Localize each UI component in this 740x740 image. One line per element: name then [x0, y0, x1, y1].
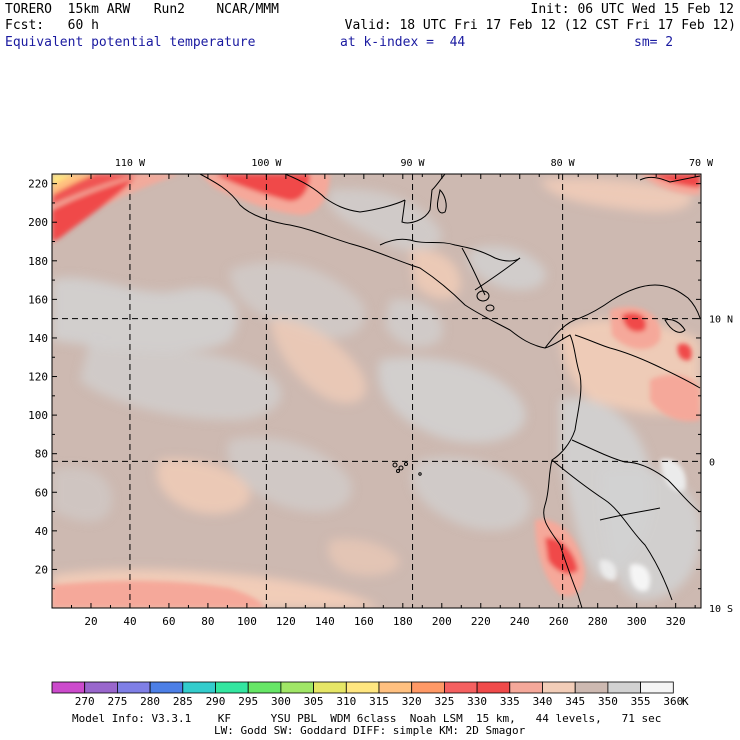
colorbar-swatch	[215, 681, 249, 694]
colorbar-swatch	[84, 681, 118, 694]
colorbar-swatch	[607, 681, 642, 694]
x-tick-label: 240	[510, 615, 530, 628]
y-tick-label: 100	[28, 409, 48, 422]
y-tick-label: 160	[28, 293, 48, 306]
colorbar-unit: K	[682, 695, 689, 708]
x-tick-label: 140	[315, 615, 335, 628]
colorbar-swatch	[345, 681, 380, 694]
colorbar-label: 285	[173, 695, 193, 708]
header-valid-time: Valid: 18 UTC Fri 17 Feb 12 (12 CST Fri …	[344, 18, 736, 33]
colorbar-swatch	[117, 681, 151, 694]
longitude-label: 110 W	[115, 158, 146, 169]
x-tick-label: 80	[201, 615, 214, 628]
colorbar-swatch	[247, 681, 282, 694]
colorbar-swatch	[443, 681, 478, 694]
colorbar-swatch	[640, 681, 674, 694]
longitude-label: 70 W	[689, 158, 714, 169]
colorbar: 270 275 280 285 290 295 300 305 310 315 320 325 330 3…	[51, 681, 689, 708]
level-info: at k-index = 44	[340, 35, 466, 50]
colorbar-swatch	[574, 681, 609, 694]
colorbar-label: 280	[140, 695, 160, 708]
y-tick-label: 120	[28, 371, 48, 384]
longitude-labels: 110 W 100 W 90 W 80 W 70 W	[115, 158, 714, 169]
y-tick-label: 180	[28, 255, 48, 268]
header-init-time: Init: 06 UTC Wed 15 Feb 12	[530, 2, 735, 17]
shaded-field	[52, 174, 701, 608]
y-tick-label: 80	[35, 448, 48, 461]
longitude-label: 80 W	[551, 158, 576, 169]
colorbar-swatch	[509, 681, 543, 694]
x-tick-label: 320	[666, 615, 686, 628]
colorbar-label: 360	[663, 695, 683, 708]
colorbar-label: 350	[598, 695, 618, 708]
x-tick-label: 200	[432, 615, 452, 628]
longitude-label: 90 W	[401, 158, 426, 169]
lat-lon-grid	[52, 174, 701, 608]
colorbar-swatch	[51, 681, 86, 694]
x-tick-label: 40	[123, 615, 136, 628]
x-tick-label: 220	[471, 615, 491, 628]
colorbar-swatch	[411, 681, 445, 694]
colorbar-label: 335	[500, 695, 520, 708]
x-tick-label: 260	[549, 615, 569, 628]
colorbar-swatch	[476, 681, 511, 694]
colorbar-label: 325	[434, 695, 454, 708]
colorbar-label: 305	[304, 695, 324, 708]
plot-frame	[51, 173, 702, 609]
y-tick-label: 200	[28, 216, 48, 229]
colorbar-swatch	[182, 681, 216, 694]
latitude-label: 0	[709, 457, 715, 468]
footer-model-info: Model Info: V3.3.1 KF YSU PBL WDM 6class…	[72, 712, 662, 725]
colorbar-label: 330	[467, 695, 487, 708]
colorbar-swatch	[149, 681, 184, 694]
x-tick-label: 20	[84, 615, 97, 628]
footer-physics-info: LW: Godd SW: Goddard DIFF: simple KM: 2D…	[214, 724, 526, 737]
x-tick-label: 60	[162, 615, 175, 628]
colorbar-label: 310	[336, 695, 356, 708]
latitude-labels: 10 N 0 10 S	[709, 315, 733, 615]
latitude-label: 10 N	[709, 315, 733, 326]
x-tick-label: 300	[627, 615, 647, 628]
colorbar-label: 355	[631, 695, 651, 708]
colorbar-label: 295	[238, 695, 258, 708]
colorbar-label: 275	[107, 695, 127, 708]
colorbar-swatch	[313, 681, 347, 694]
x-tick-label: 180	[393, 615, 413, 628]
y-tick-label: 40	[35, 525, 48, 538]
y-tick-label: 20	[35, 563, 48, 576]
x-tick-label: 280	[588, 615, 608, 628]
colorbar-label: 290	[206, 695, 226, 708]
colorbar-label: 345	[565, 695, 585, 708]
colorbar-label: 320	[402, 695, 422, 708]
colorbar-label: 315	[369, 695, 389, 708]
y-tick-label: 60	[35, 486, 48, 499]
field-name: Equivalent potential temperature	[5, 35, 256, 50]
latitude-label: 10 S	[709, 604, 733, 615]
y-tick-label: 220	[28, 178, 48, 191]
colorbar-swatch	[542, 681, 576, 694]
coastlines	[199, 174, 701, 608]
y-axis-ticks: 220 200 180 160 140 120 100 80 60 40 20	[28, 178, 701, 590]
longitude-label: 100 W	[251, 158, 282, 169]
header-model-run: TORERO 15km ARW Run2 NCAR/MMM	[5, 2, 279, 17]
colorbar-label: 270	[75, 695, 95, 708]
smoothing-info: sm= 2	[634, 35, 674, 50]
x-axis-ticks: 20 40 60 80 100 120 140 160 180 200 220 240 260 280 30…	[70, 174, 696, 628]
x-tick-label: 160	[354, 615, 374, 628]
colorbar-swatch	[378, 681, 413, 694]
header-forecast-hour: Fcst: 60 h	[5, 18, 99, 33]
colorbar-label: 300	[271, 695, 291, 708]
colorbar-label: 340	[533, 695, 553, 708]
x-tick-label: 120	[276, 615, 296, 628]
colorbar-swatch	[280, 681, 314, 694]
x-tick-label: 100	[237, 615, 257, 628]
y-tick-label: 140	[28, 332, 48, 345]
